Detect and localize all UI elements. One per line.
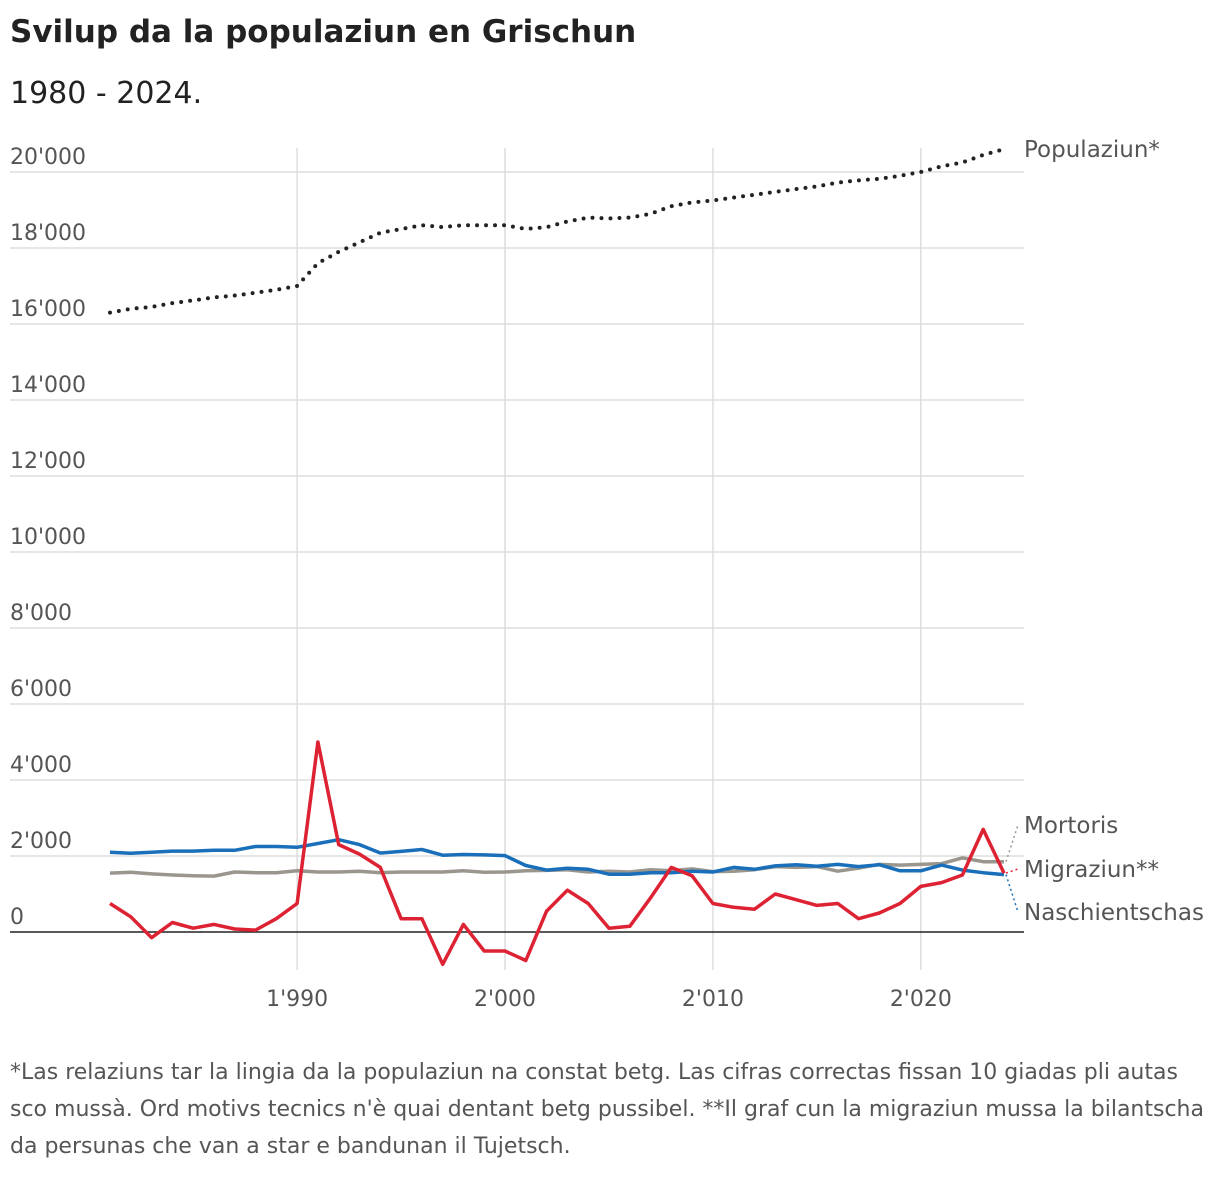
y-tick-label: 8'000: [10, 601, 72, 626]
chart-title: Svilup da la populaziun en Grischun: [10, 14, 637, 50]
x-tick-label: 2'020: [890, 987, 952, 1012]
series-line-migraziun: [109, 740, 1006, 967]
y-tick-label: 10'000: [10, 525, 86, 550]
x-tick-label: 2'000: [474, 987, 536, 1012]
y-tick-label: 6'000: [10, 677, 72, 702]
x-tick-label: 1'990: [266, 987, 328, 1012]
y-tick-label: 12'000: [10, 449, 86, 474]
y-tick-label: 20'000: [10, 145, 86, 170]
label-leader: [1005, 824, 1019, 862]
series-label-populaziun: Populaziun*: [1024, 137, 1160, 163]
x-tick-label: 2'010: [682, 987, 744, 1012]
series-label-migraziun: Migraziun**: [1024, 857, 1159, 883]
series-label-mortoris: Mortoris: [1024, 813, 1118, 839]
label-leader: [1005, 868, 1019, 874]
y-tick-label: 18'000: [10, 221, 86, 246]
chart-subtitle: 1980 - 2024.: [10, 76, 203, 111]
y-tick-label: 0: [10, 905, 24, 930]
y-tick-label: 2'000: [10, 829, 72, 854]
chart-footnote: *Las relaziuns tar la lingia da la popul…: [10, 1060, 1204, 1159]
series-label-naschientschas: Naschientschas: [1024, 900, 1204, 926]
series-line-populaziun: [108, 147, 1006, 315]
label-leader: [1005, 874, 1019, 913]
series-line-naschientschas: [109, 837, 1005, 877]
line-chart: 0 2'000 4'000 6'000 8'000 10'000 12'000 14'000 1…: [10, 137, 1204, 1012]
y-tick-label: 16'000: [10, 297, 86, 322]
y-tick-label: 4'000: [10, 753, 72, 778]
y-tick-label: 14'000: [10, 373, 86, 398]
